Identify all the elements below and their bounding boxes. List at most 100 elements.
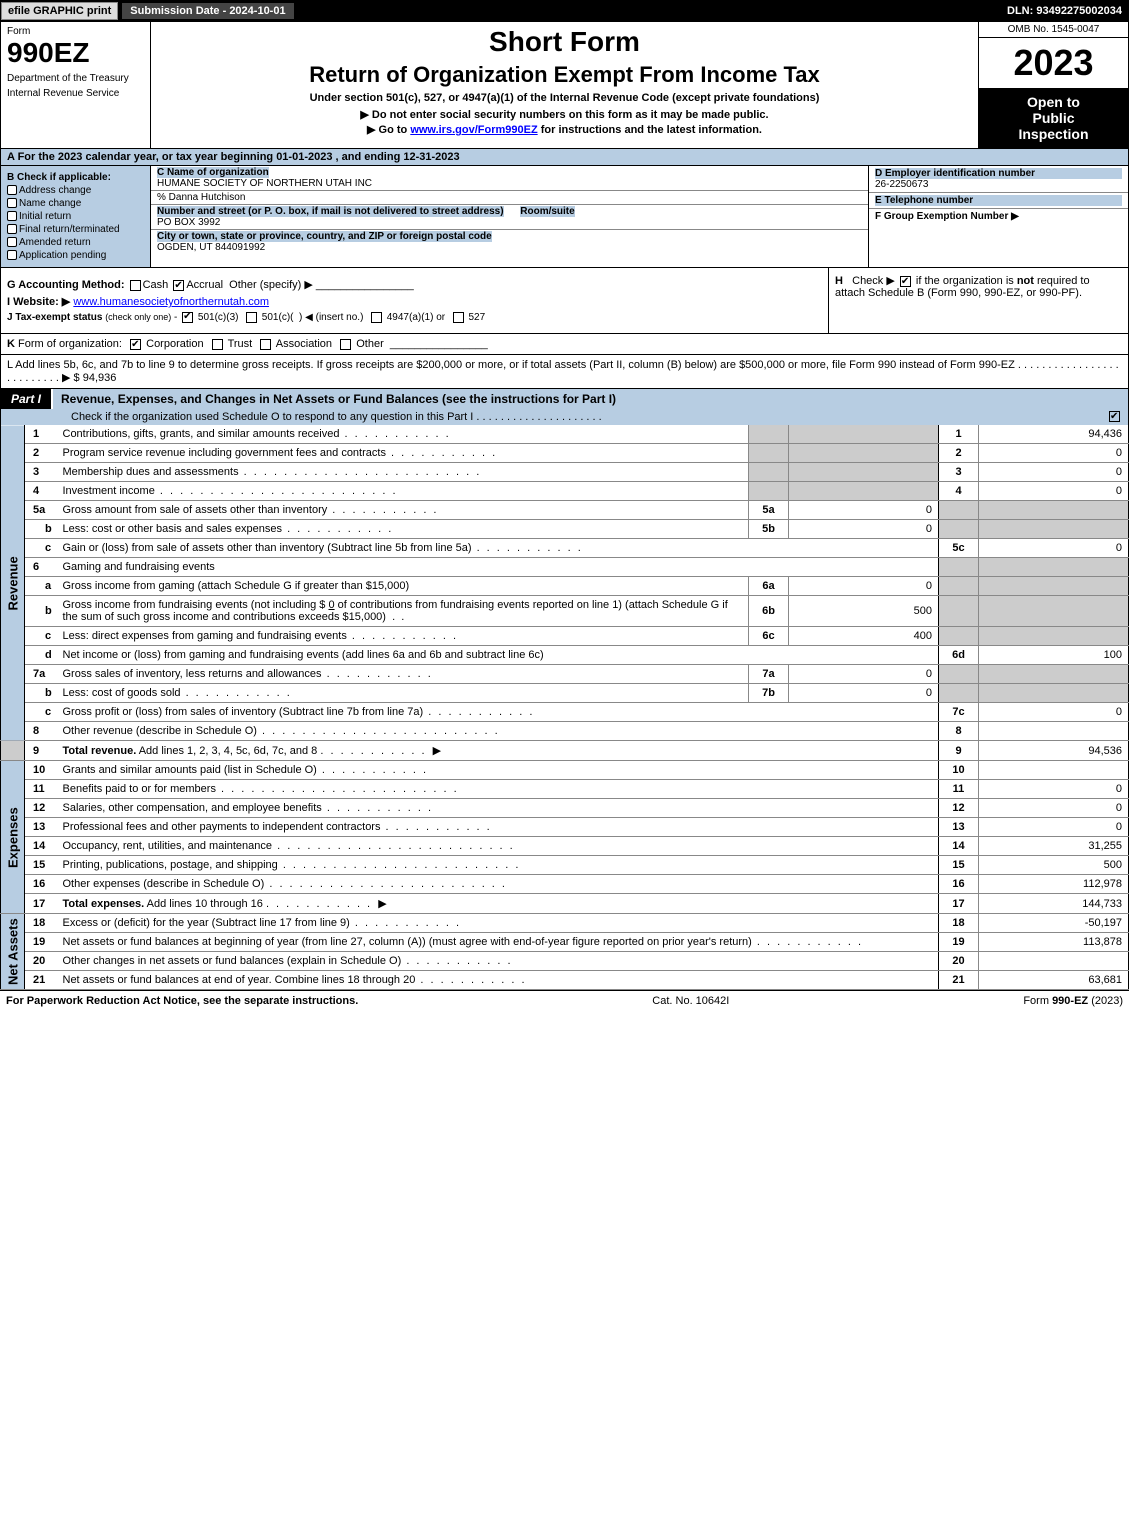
- row-14: 14 Occupancy, rent, utilities, and maint…: [1, 837, 1129, 856]
- chk-initial-return[interactable]: Initial return: [7, 211, 144, 222]
- row-6b: b Gross income from fundraising events (…: [1, 596, 1129, 627]
- row-9: 9 Total revenue. Add lines 1, 2, 3, 4, 5…: [1, 741, 1129, 761]
- submission-date: Submission Date - 2024-10-01: [122, 3, 293, 19]
- chk-4947[interactable]: [371, 312, 382, 323]
- phone-label: E Telephone number: [875, 195, 1122, 206]
- row-6d: d Net income or (loss) from gaming and f…: [1, 646, 1129, 665]
- row-6: 6 Gaming and fundraising events: [1, 558, 1129, 577]
- chk-application-pending[interactable]: Application pending: [7, 250, 144, 261]
- row-2: 2 Program service revenue including gove…: [1, 444, 1129, 463]
- chk-final-return[interactable]: Final return/terminated: [7, 224, 144, 235]
- city-label: City or town, state or province, country…: [157, 231, 492, 242]
- ghi-left: G Accounting Method: Cash Accrual Other …: [1, 268, 828, 333]
- chk-trust[interactable]: [212, 339, 223, 350]
- row-4: 4 Investment income 40: [1, 482, 1129, 501]
- form-header: Form 990EZ Department of the Treasury In…: [0, 22, 1129, 149]
- line-j: J Tax-exempt status (check only one) - 5…: [7, 312, 822, 323]
- open-line2: Public: [983, 110, 1124, 126]
- row-7b: b Less: cost of goods sold 7b0: [1, 684, 1129, 703]
- section-bcdef: B Check if applicable: Address change Na…: [0, 166, 1129, 268]
- bullet-no-ssn: ▶ Do not enter social security numbers o…: [157, 108, 972, 121]
- header-left: Form 990EZ Department of the Treasury In…: [1, 22, 151, 148]
- revenue-side-label: Revenue: [1, 425, 25, 741]
- box-def: D Employer identification number 26-2250…: [868, 166, 1128, 267]
- chk-other-org[interactable]: [340, 339, 351, 350]
- row-21: 21 Net assets or fund balances at end of…: [1, 971, 1129, 990]
- row-17: 17 Total expenses. Add lines 10 through …: [1, 894, 1129, 914]
- box-b: B Check if applicable: Address change Na…: [1, 166, 151, 267]
- row-1: Revenue 1 Contributions, gifts, grants, …: [1, 425, 1129, 444]
- top-bar: efile GRAPHIC print Submission Date - 20…: [0, 0, 1129, 22]
- row-13: 13 Professional fees and other payments …: [1, 818, 1129, 837]
- row-10: Expenses 10 Grants and similar amounts p…: [1, 761, 1129, 780]
- street-value: PO BOX 3992: [157, 217, 220, 228]
- goto-pre: ▶ Go to: [367, 124, 410, 136]
- irs-link[interactable]: www.irs.gov/Form990EZ: [410, 124, 537, 136]
- line-a-tax-year: A For the 2023 calendar year, or tax yea…: [0, 149, 1129, 166]
- row-20: 20 Other changes in net assets or fund b…: [1, 952, 1129, 971]
- chk-name-change[interactable]: Name change: [7, 198, 144, 209]
- header-center: Short Form Return of Organization Exempt…: [151, 22, 978, 148]
- row-3: 3 Membership dues and assessments 30: [1, 463, 1129, 482]
- paperwork-notice: For Paperwork Reduction Act Notice, see …: [6, 995, 358, 1007]
- chk-501c3[interactable]: [182, 312, 193, 323]
- form-label: Form: [7, 26, 144, 37]
- row-5c: c Gain or (loss) from sale of assets oth…: [1, 539, 1129, 558]
- row-18: Net Assets 18 Excess or (deficit) for th…: [1, 914, 1129, 933]
- cat-no: Cat. No. 10642I: [652, 995, 729, 1007]
- line-i: I Website: ▶ www.humanesocietyofnorthern…: [7, 295, 822, 308]
- section-ghij: G Accounting Method: Cash Accrual Other …: [0, 268, 1129, 334]
- chk-address-change[interactable]: Address change: [7, 185, 144, 196]
- main-title: Return of Organization Exempt From Incom…: [157, 62, 972, 88]
- dept-irs: Internal Revenue Service: [7, 88, 144, 99]
- row-7a: 7a Gross sales of inventory, less return…: [1, 665, 1129, 684]
- row-5a: 5a Gross amount from sale of assets othe…: [1, 501, 1129, 520]
- room-label: Room/suite: [520, 206, 574, 217]
- city-value: OGDEN, UT 844091992: [157, 242, 265, 253]
- open-inspection-box: Open to Public Inspection: [979, 88, 1128, 148]
- efile-print-button[interactable]: efile GRAPHIC print: [1, 2, 118, 20]
- form-number: 990EZ: [7, 37, 144, 69]
- box-c: C Name of organization HUMANE SOCIETY OF…: [151, 166, 868, 267]
- part1-header: Part I Revenue, Expenses, and Changes in…: [0, 389, 1129, 409]
- header-right: OMB No. 1545-0047 2023 Open to Public In…: [978, 22, 1128, 148]
- goto-post: for instructions and the latest informat…: [538, 124, 762, 136]
- open-line1: Open to: [983, 94, 1124, 110]
- chk-cash[interactable]: [130, 280, 141, 291]
- chk-schedule-b[interactable]: [900, 276, 911, 287]
- c-name-label: C Name of organization: [157, 167, 269, 178]
- short-form-title: Short Form: [157, 26, 972, 58]
- care-of: % Danna Hutchison: [151, 191, 868, 205]
- row-6c: c Less: direct expenses from gaming and …: [1, 627, 1129, 646]
- ein-value: 26-2250673: [875, 179, 928, 190]
- group-exemption-label: F Group Exemption Number ▶: [875, 211, 1019, 222]
- chk-527[interactable]: [453, 312, 464, 323]
- line-g: G Accounting Method: Cash Accrual Other …: [7, 278, 822, 291]
- chk-501c[interactable]: [246, 312, 257, 323]
- row-11: 11 Benefits paid to or for members 110: [1, 780, 1129, 799]
- chk-schedule-o-part1[interactable]: [1109, 411, 1120, 422]
- row-15: 15 Printing, publications, postage, and …: [1, 856, 1129, 875]
- street-label: Number and street (or P. O. box, if mail…: [157, 206, 504, 217]
- website-link[interactable]: www.humanesocietyofnorthernutah.com: [73, 296, 269, 308]
- page-footer: For Paperwork Reduction Act Notice, see …: [0, 990, 1129, 1011]
- row-6a: a Gross income from gaming (attach Sched…: [1, 577, 1129, 596]
- chk-association[interactable]: [260, 339, 271, 350]
- part1-title: Revenue, Expenses, and Changes in Net As…: [53, 389, 1128, 409]
- org-name: HUMANE SOCIETY OF NORTHERN UTAH INC: [157, 178, 372, 189]
- line-k: K Form of organization: Corporation Trus…: [0, 334, 1129, 355]
- part1-sub: Check if the organization used Schedule …: [0, 409, 1129, 425]
- open-line3: Inspection: [983, 126, 1124, 142]
- chk-amended-return[interactable]: Amended return: [7, 237, 144, 248]
- dln-label: DLN: 93492275002034: [1007, 5, 1128, 17]
- row-8: 8 Other revenue (describe in Schedule O)…: [1, 722, 1129, 741]
- row-5b: b Less: cost or other basis and sales ex…: [1, 520, 1129, 539]
- line-h: H Check ▶ if the organization is not req…: [828, 268, 1128, 333]
- dept-treasury: Department of the Treasury: [7, 73, 144, 84]
- netassets-side-label: Net Assets: [1, 914, 25, 990]
- subtitle: Under section 501(c), 527, or 4947(a)(1)…: [157, 92, 972, 104]
- row-7c: c Gross profit or (loss) from sales of i…: [1, 703, 1129, 722]
- chk-accrual[interactable]: [173, 280, 184, 291]
- row-12: 12 Salaries, other compensation, and emp…: [1, 799, 1129, 818]
- chk-corporation[interactable]: [130, 339, 141, 350]
